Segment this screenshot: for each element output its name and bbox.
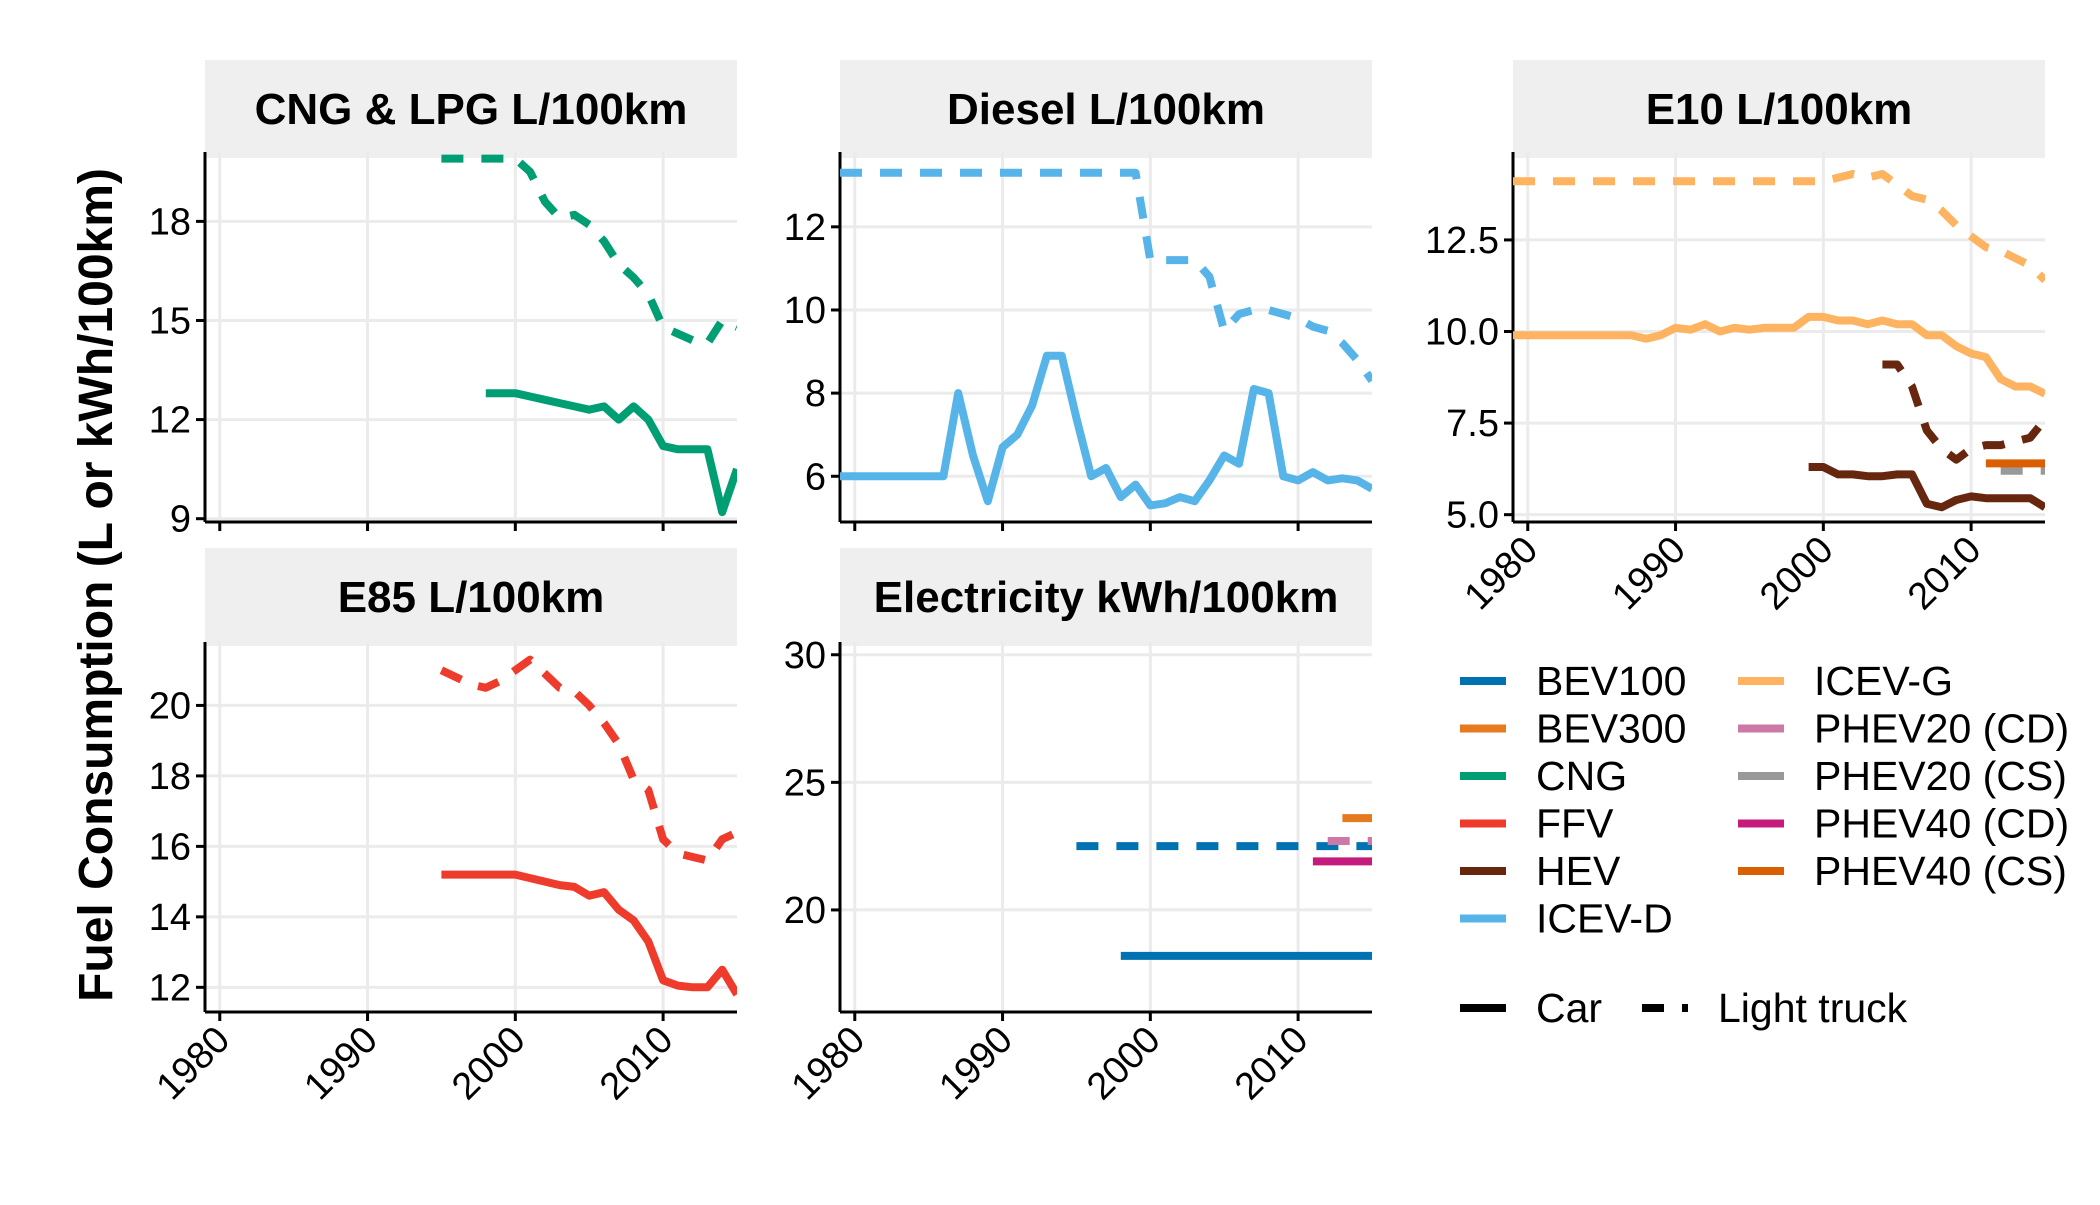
panels-layer: CNG & LPG L/100km 9 12 15 18 Diesel L/100km 6 8… [149, 60, 2045, 1108]
legend-item-bev300: BEV300 [1460, 706, 1686, 752]
series-line-icev-g-light-truck [1513, 170, 2045, 284]
y-tick-label: 7.5 [1446, 403, 1499, 445]
legend-item-icev-d: ICEV-D [1460, 896, 1673, 942]
legend-label: PHEV20 (CS) [1814, 753, 2067, 799]
panel-strip [840, 548, 1372, 646]
legend-label: BEV100 [1536, 658, 1686, 704]
x-tick-label: 2010 [1227, 1019, 1316, 1108]
y-tick-label: 15 [149, 300, 191, 342]
panel-diesel: Diesel L/100km 6 8 10 12 [784, 60, 1372, 531]
y-tick-label: 5.0 [1446, 495, 1499, 537]
legend-label: PHEV40 (CD) [1814, 801, 2069, 847]
series-line-ffv-light-truck [439, 655, 737, 865]
panel-strip [205, 60, 737, 158]
legend-item-phev20-cd: PHEV20 (CD) [1738, 706, 2069, 752]
series-line-icev-d-car [840, 351, 1372, 510]
x-tick-label: 1980 [784, 1019, 873, 1108]
panel-e10: E10 L/100km 5.0 7.5 10.0 12.5 1980 1990 2000 201… [1425, 60, 2045, 618]
legend-label: PHEV20 (CD) [1814, 706, 2069, 752]
legend-label: Light truck [1718, 985, 1908, 1031]
series-group [1076, 814, 1372, 960]
series-line-hev-car [1808, 463, 2045, 512]
series-line-icev-d-light-truck [840, 168, 1372, 384]
y-tick-label: 12.5 [1425, 220, 1499, 262]
legend-label: Car [1536, 985, 1602, 1031]
legend-item-phev40-cd: PHEV40 (CD) [1738, 801, 2069, 847]
legend-item-car: Car [1460, 985, 1602, 1031]
panel-title: CNG & LPG L/100km [255, 85, 688, 134]
legend-item-ffv: FFV [1460, 801, 1614, 847]
y-tick-label: 16 [149, 826, 191, 868]
series-line-icev-g-car [1513, 312, 2045, 398]
legend-item-light-truck: Light truck [1642, 985, 1908, 1031]
panel-title: Electricity kWh/100km [874, 573, 1339, 622]
legend-item-bev100: BEV100 [1460, 658, 1686, 704]
x-tick-label: 2000 [444, 1019, 533, 1108]
legend-label: HEV [1536, 848, 1621, 894]
y-tick-label: 14 [149, 897, 191, 939]
x-tick-label: 2000 [1079, 1019, 1168, 1108]
legend-item-hev: HEV [1460, 848, 1621, 894]
legend-item-cng: CNG [1460, 753, 1627, 799]
panel-title: Diesel L/100km [947, 85, 1265, 134]
x-tick-label: 1980 [1457, 529, 1546, 618]
panel-e85: E85 L/100km 12 14 16 18 20 1980 1990 2000 2010 [149, 548, 737, 1108]
legend-label: CNG [1536, 753, 1627, 799]
series-group [840, 168, 1372, 510]
y-tick-label: 8 [805, 373, 826, 415]
y-tick-label: 10.0 [1425, 312, 1499, 354]
series-line-ffv-car [441, 870, 737, 997]
x-tick-label: 2000 [1752, 529, 1841, 618]
y-tick-label: 30 [784, 635, 826, 677]
series-group [1513, 170, 2045, 512]
y-tick-label: 12 [784, 207, 826, 249]
series-group [439, 655, 737, 997]
panel-strip [205, 548, 737, 646]
legend-label: BEV300 [1536, 706, 1686, 752]
panel-cng: CNG & LPG L/100km 9 12 15 18 [149, 60, 737, 541]
legend: BEV100BEV300CNGFFVHEVICEV-DICEV-GPHEV20 … [1460, 658, 2069, 1031]
x-tick-label: 1990 [1604, 529, 1693, 618]
legend-item-phev20-cs: PHEV20 (CS) [1738, 753, 2067, 799]
panel-title: E85 L/100km [338, 573, 605, 622]
series-group [441, 154, 737, 517]
panel-elec: Electricity kWh/100km 20 25 30 1980 1990 2000 2… [784, 548, 1372, 1108]
series-line-cng-car [485, 389, 737, 517]
panel-strip [840, 60, 1372, 158]
panel-strip [1513, 60, 2045, 158]
y-tick-label: 25 [784, 762, 826, 804]
y-tick-label: 18 [149, 201, 191, 243]
y-tick-label: 12 [149, 400, 191, 442]
series-line-hev-light-truck [1882, 360, 2045, 464]
legend-label: PHEV40 (CS) [1814, 848, 2067, 894]
legend-label: ICEV-D [1536, 896, 1673, 942]
y-tick-label: 20 [149, 685, 191, 727]
legend-label: FFV [1536, 801, 1614, 847]
panel-title: E10 L/100km [1646, 85, 1913, 134]
y-tick-label: 18 [149, 756, 191, 798]
x-tick-label: 1990 [931, 1019, 1020, 1108]
legend-label: ICEV-G [1814, 658, 1953, 704]
y-axis-title: Fuel Consumption (L or kWh/100km) [70, 168, 123, 1002]
x-tick-label: 1990 [296, 1019, 385, 1108]
x-tick-label: 1980 [149, 1019, 238, 1108]
y-tick-label: 20 [784, 890, 826, 932]
y-tick-label: 12 [149, 967, 191, 1009]
y-tick-label: 6 [805, 456, 826, 498]
x-tick-label: 2010 [592, 1019, 681, 1108]
y-tick-label: 10 [784, 290, 826, 332]
legend-item-icev-g: ICEV-G [1738, 658, 1953, 704]
legend-item-phev40-cs: PHEV40 (CS) [1738, 848, 2067, 894]
x-tick-label: 2010 [1900, 529, 1989, 618]
series-line-cng-light-truck [441, 154, 737, 348]
y-tick-label: 9 [170, 499, 191, 541]
